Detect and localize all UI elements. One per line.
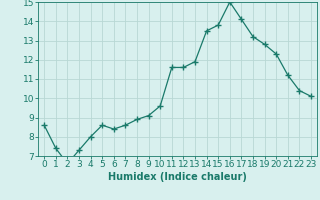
- X-axis label: Humidex (Indice chaleur): Humidex (Indice chaleur): [108, 172, 247, 182]
